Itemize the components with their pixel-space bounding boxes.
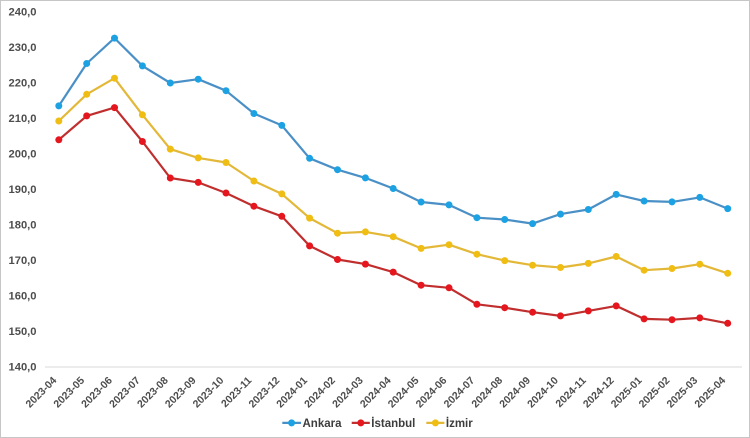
svg-text:240,0: 240,0	[9, 7, 37, 19]
svg-text:140,0: 140,0	[9, 362, 37, 374]
svg-text:İzmir: İzmir	[446, 417, 473, 430]
svg-text:210,0: 210,0	[9, 113, 37, 125]
svg-text:180,0: 180,0	[9, 220, 37, 232]
svg-text:220,0: 220,0	[9, 78, 37, 90]
svg-text:İstanbul: İstanbul	[371, 417, 415, 430]
svg-text:170,0: 170,0	[9, 255, 37, 267]
svg-text:190,0: 190,0	[9, 184, 37, 196]
svg-text:200,0: 200,0	[9, 149, 37, 161]
svg-text:230,0: 230,0	[9, 42, 37, 54]
svg-text:2025-04: 2025-04	[692, 375, 728, 411]
svg-text:160,0: 160,0	[9, 291, 37, 303]
svg-text:150,0: 150,0	[9, 326, 37, 338]
svg-text:Ankara: Ankara	[303, 418, 343, 430]
